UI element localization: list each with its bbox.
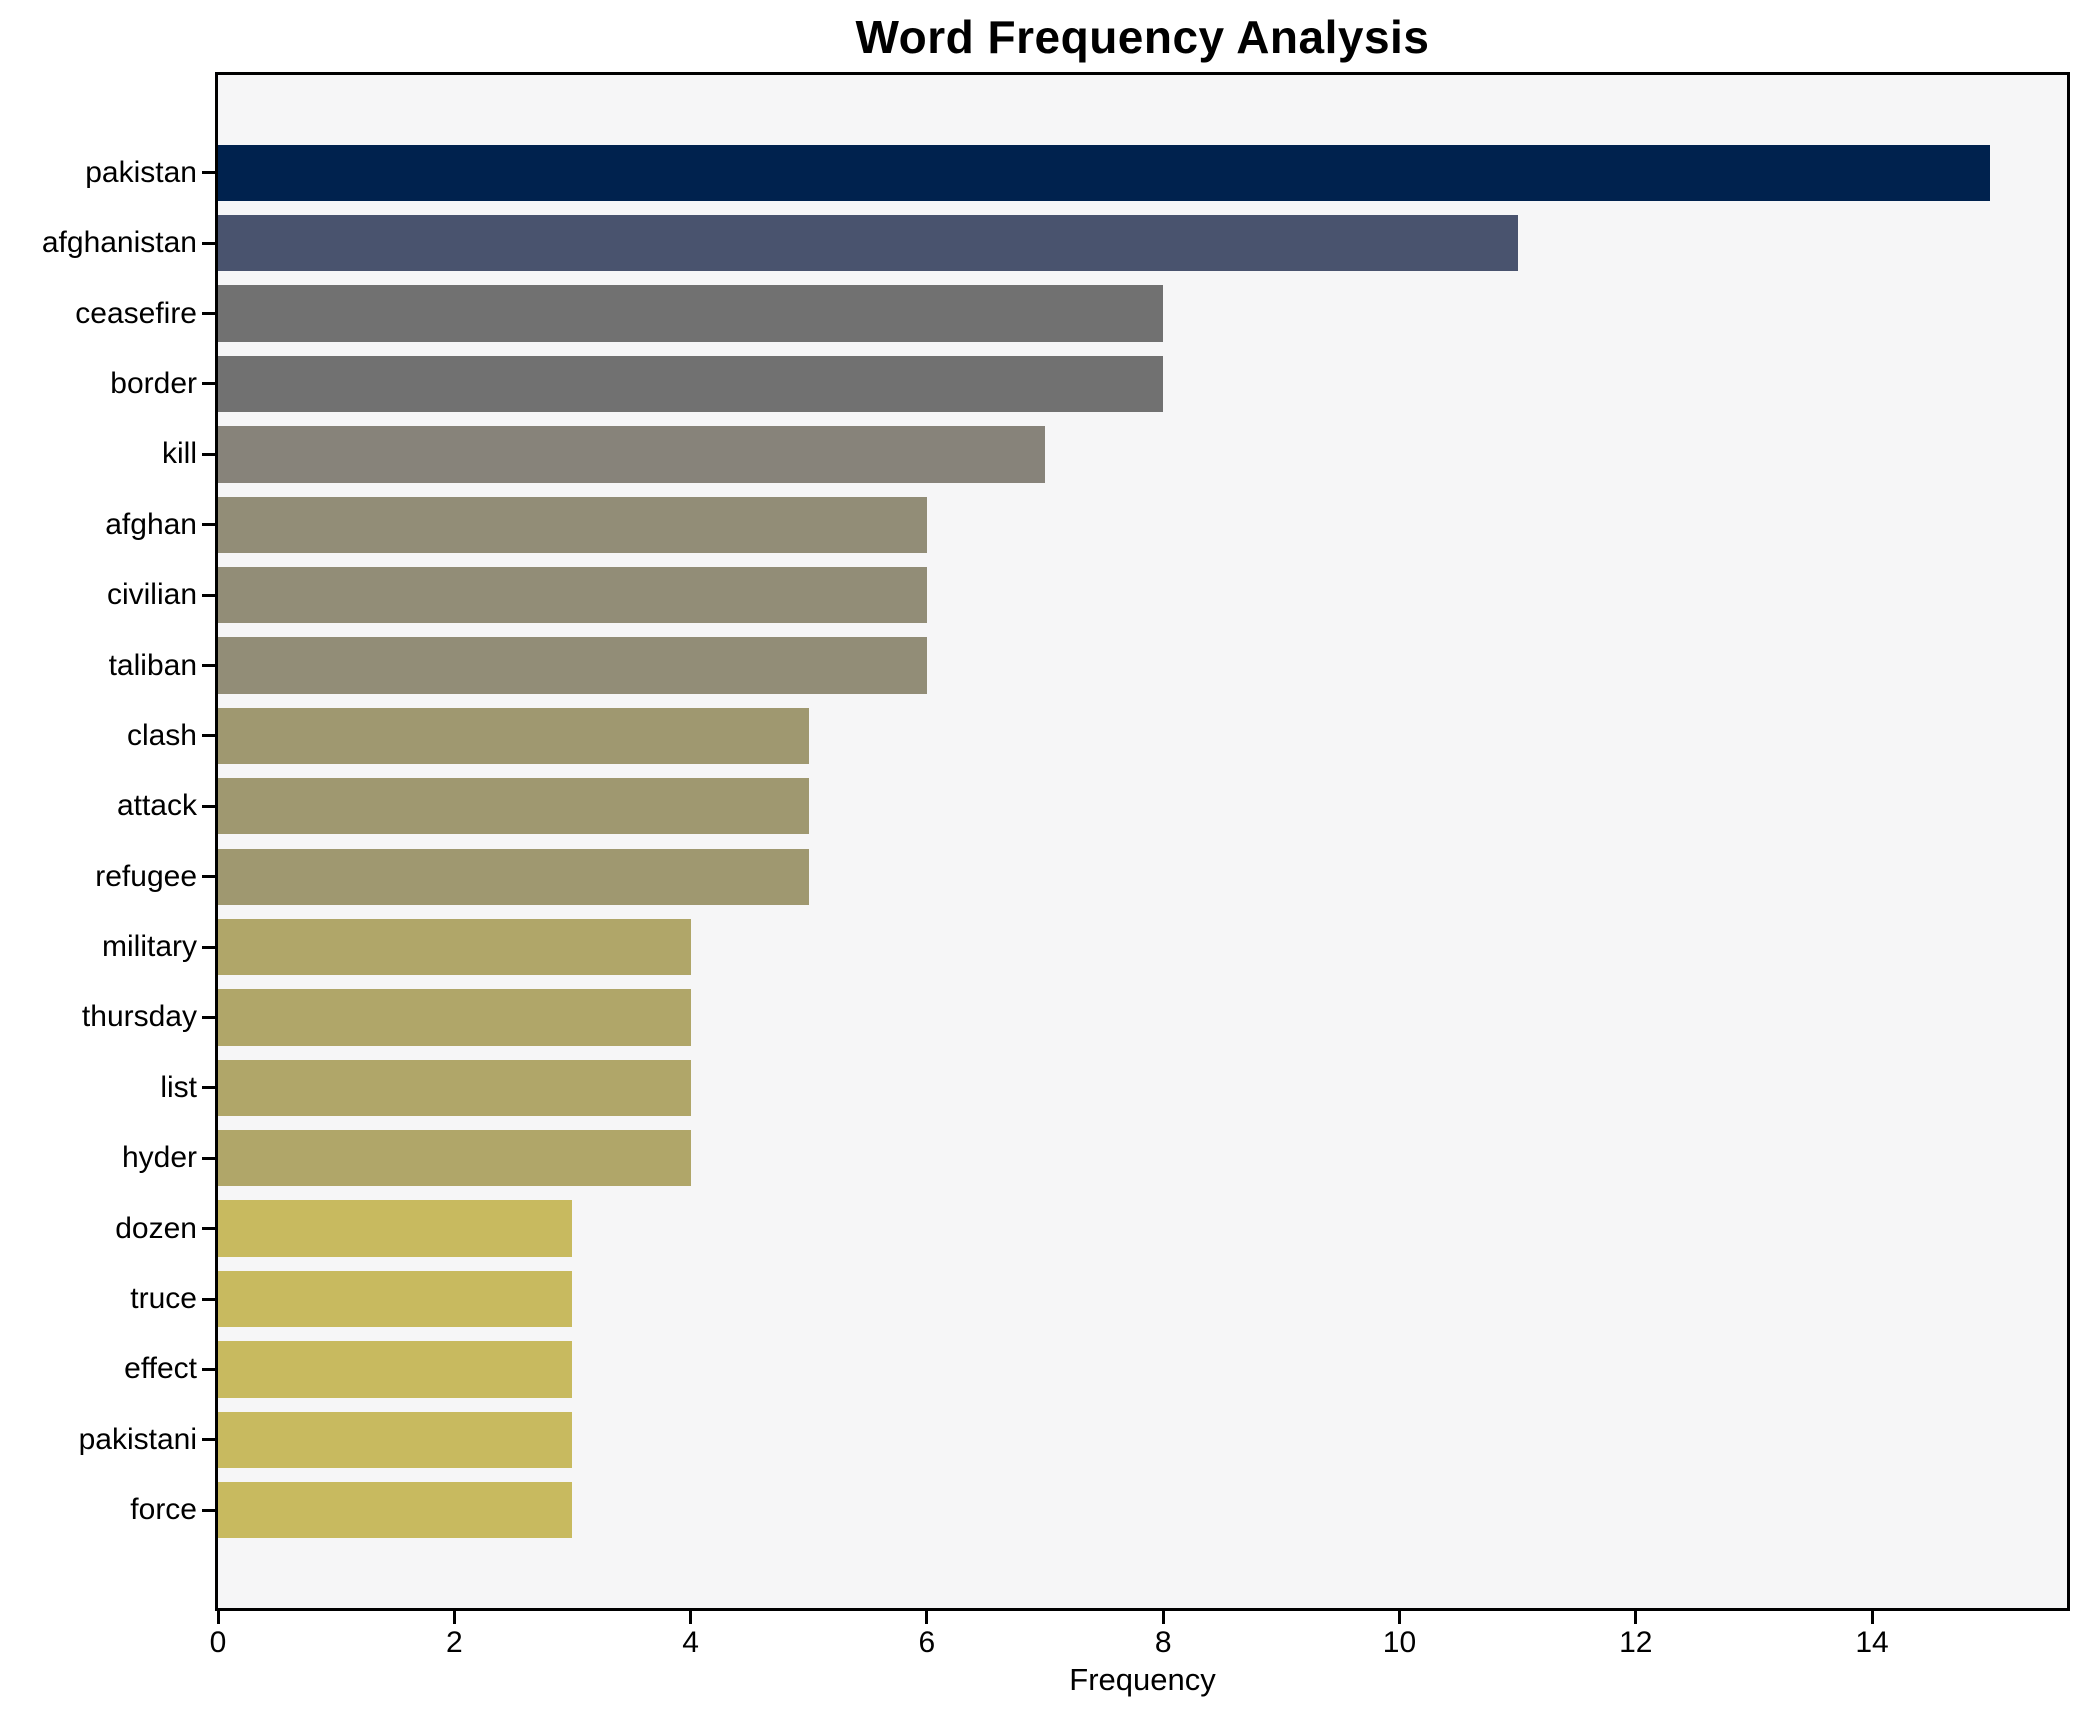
x-tick-mark (1397, 1611, 1401, 1624)
bar-clash (218, 707, 809, 765)
x-tick-mark (925, 1611, 929, 1624)
y-tick-label-dozen: dozen (115, 1211, 197, 1245)
bar-dozen (218, 1200, 573, 1257)
x-tick-mark (1161, 1611, 1165, 1624)
y-tick-mark (202, 312, 215, 316)
y-tick-label-afghan: afghan (105, 507, 197, 541)
y-tick-mark (202, 1367, 215, 1371)
x-tick-label-14: 14 (1855, 1626, 1889, 1659)
y-tick-mark (202, 734, 215, 738)
bar-attack (218, 778, 809, 835)
y-tick-label-ceasefire: ceasefire (75, 296, 197, 330)
y-tick-label-force: force (130, 1493, 197, 1527)
y-tick-mark (202, 1156, 215, 1160)
y-tick-mark (202, 1086, 215, 1090)
y-tick-label-kill: kill (162, 437, 197, 471)
y-tick-mark (202, 1297, 215, 1301)
y-tick-label-taliban: taliban (108, 648, 197, 682)
plot-area (215, 72, 2070, 1611)
bar-afghan (218, 496, 927, 553)
y-tick-mark (202, 945, 215, 949)
y-tick-label-military: military (102, 930, 197, 964)
x-tick-mark (1870, 1611, 1874, 1624)
x-tick-label-4: 4 (682, 1626, 699, 1659)
x-axis-label: Frequency (1069, 1662, 1216, 1697)
bar-ceasefire (218, 285, 1164, 342)
y-tick-label-pakistan: pakistan (85, 155, 197, 189)
bar-force (218, 1482, 573, 1539)
bar-truce (218, 1270, 573, 1328)
bar-effect (218, 1341, 573, 1398)
y-tick-mark (202, 523, 215, 527)
y-tick-mark (202, 804, 215, 808)
bar-taliban (218, 637, 927, 694)
bar-refugee (218, 848, 809, 905)
y-tick-label-afghanistan: afghanistan (41, 226, 197, 260)
y-tick-label-civilian: civilian (106, 578, 197, 612)
y-tick-mark (202, 1438, 215, 1442)
bar-kill (218, 426, 1046, 483)
x-tick-mark (452, 1611, 456, 1624)
x-tick-mark (689, 1611, 693, 1624)
x-tick-label-6: 6 (918, 1626, 936, 1659)
y-tick-mark (202, 171, 215, 175)
y-tick-label-list: list (160, 1070, 197, 1104)
y-tick-mark (202, 1508, 215, 1512)
x-tick-label-2: 2 (445, 1626, 463, 1659)
y-tick-label-truce: truce (130, 1282, 197, 1315)
y-tick-mark (202, 241, 215, 245)
x-tick-label-0: 0 (209, 1626, 227, 1659)
y-tick-label-refugee: refugee (95, 859, 197, 893)
x-tick-mark (216, 1611, 220, 1624)
y-tick-label-attack: attack (116, 789, 197, 823)
y-tick-label-border: border (110, 366, 197, 400)
y-tick-mark (202, 664, 215, 668)
y-tick-label-hyder: hyder (121, 1141, 197, 1175)
y-tick-mark (202, 875, 215, 879)
y-tick-label-pakistani: pakistani (78, 1422, 197, 1456)
bar-military (218, 918, 691, 976)
y-tick-mark (202, 452, 215, 456)
x-tick-label-8: 8 (1154, 1626, 1172, 1659)
y-tick-label-effect: effect (124, 1352, 197, 1386)
bar-pakistani (218, 1411, 573, 1468)
bar-thursday (218, 989, 691, 1046)
bar-afghanistan (218, 215, 1518, 272)
y-tick-mark (202, 382, 215, 386)
bar-list (218, 1059, 691, 1116)
y-tick-mark (202, 1015, 215, 1019)
y-tick-label-clash: clash (126, 718, 197, 752)
x-tick-mark (1634, 1611, 1638, 1624)
bar-pakistan (218, 144, 1991, 201)
y-tick-label-thursday: thursday (81, 1000, 197, 1034)
x-tick-label-10: 10 (1382, 1626, 1417, 1659)
y-tick-mark (202, 1227, 215, 1231)
bar-hyder (218, 1130, 691, 1187)
y-tick-mark (202, 593, 215, 597)
chart-title: Word Frequency Analysis (855, 11, 1430, 63)
x-tick-label-12: 12 (1619, 1626, 1653, 1659)
bar-civilian (218, 566, 927, 624)
bar-border (218, 355, 1164, 413)
